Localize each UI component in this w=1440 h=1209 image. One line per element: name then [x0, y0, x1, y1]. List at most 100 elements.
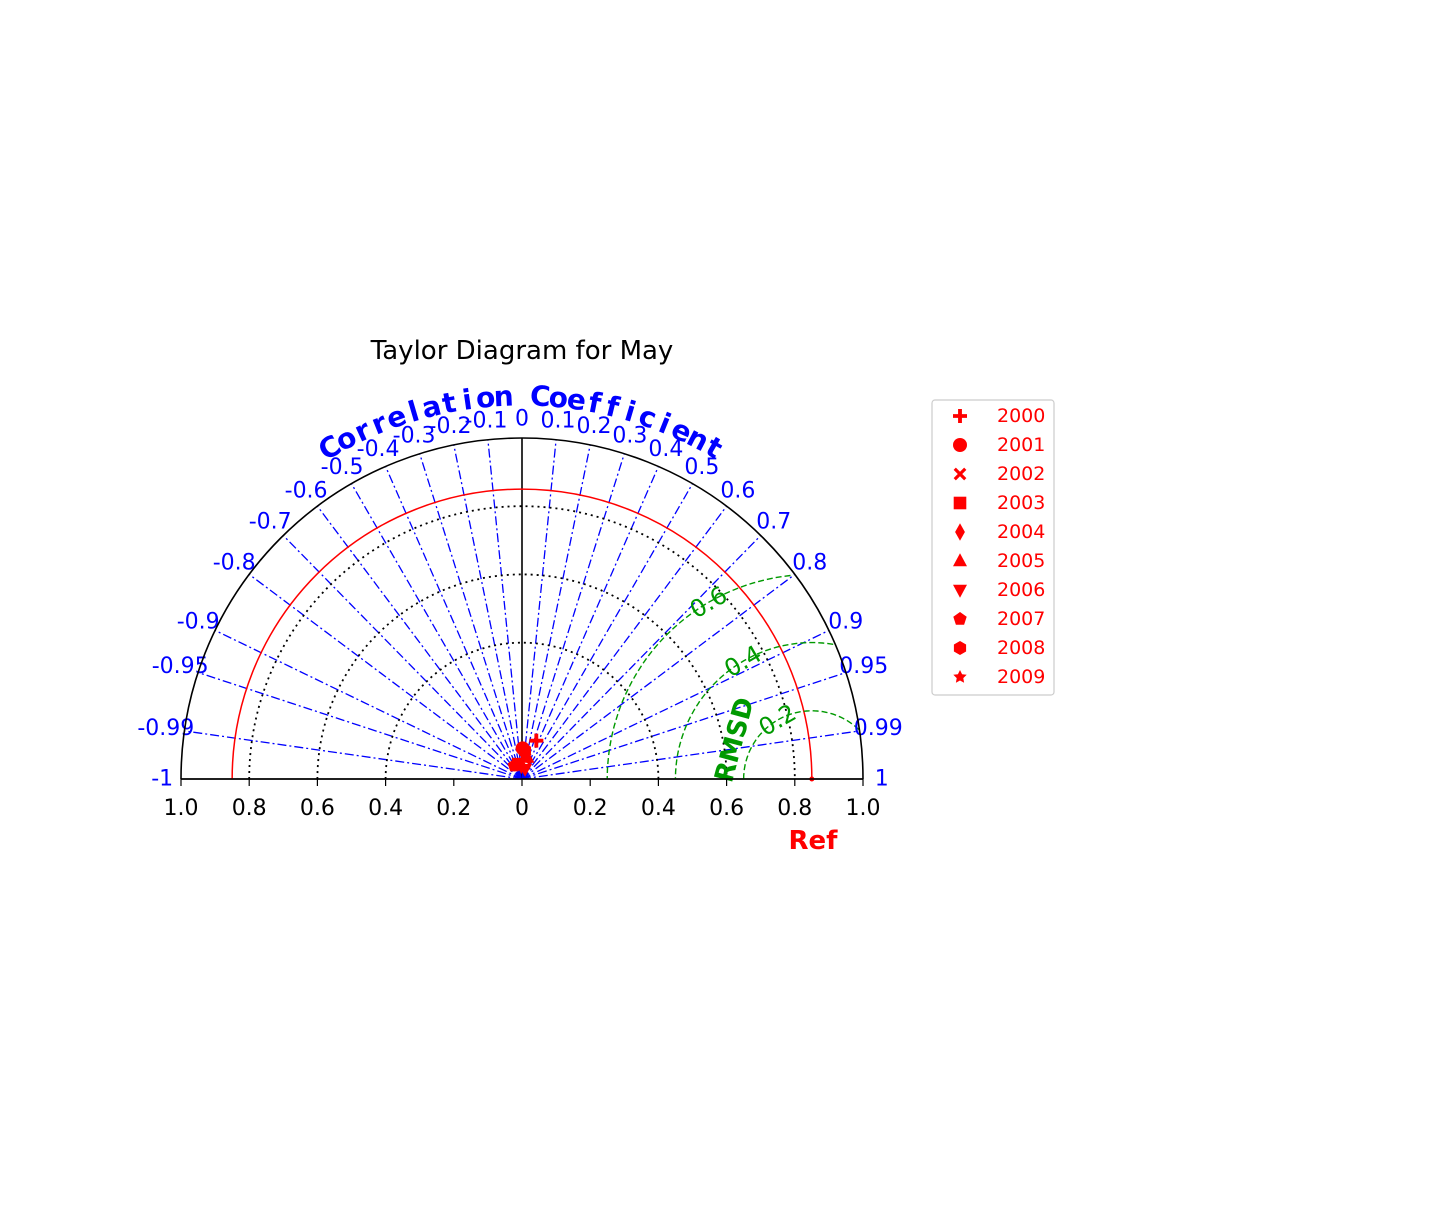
- correlation-spoke: [521, 730, 860, 780]
- rmsd-contour-label: 0.2: [754, 698, 801, 741]
- legend-label: 2005: [997, 550, 1045, 572]
- reference-arc: [231, 488, 813, 780]
- correlation-spoke: [521, 439, 557, 780]
- correlation-spoke: [521, 535, 762, 780]
- correlation-spoke: [521, 629, 830, 780]
- std-tick-label: 0.2: [436, 796, 471, 821]
- correlation-title-glyph: n: [493, 379, 514, 413]
- std-tick-label: 0.4: [368, 796, 403, 821]
- data-point-2008: [518, 743, 531, 758]
- correlation-spoke: [316, 505, 523, 780]
- correlation-tick-label: -0.1: [465, 409, 508, 434]
- legend-label: 2008: [997, 637, 1045, 659]
- correlation-spoke: [184, 730, 523, 780]
- correlation-title-glyph: f: [603, 389, 623, 424]
- correlation-title-glyph: t: [439, 386, 458, 421]
- correlation-spoke: [282, 535, 523, 780]
- legend-label: 2002: [997, 463, 1045, 485]
- correlation-tick-label: 0.7: [756, 510, 791, 535]
- outer-arc: [180, 437, 864, 780]
- marker-layer: [507, 733, 544, 777]
- correlation-spoke: [521, 671, 847, 780]
- correlation-spoke: [248, 573, 523, 780]
- legend: 2000 2001 2002 2003 2004 2005 2006 2007 2008 2009: [931, 399, 1055, 696]
- correlation-tick-label: 0.3: [612, 423, 647, 448]
- legend-label: 2003: [997, 492, 1045, 514]
- std-tick-label: 0: [515, 796, 529, 821]
- rmsd-contour: [674, 641, 834, 780]
- correlation-tick-label: 0.9: [828, 610, 863, 635]
- correlation-title-glyph: e: [565, 382, 589, 417]
- correlation-tick-label: -0.5: [321, 455, 364, 480]
- std-gridline: [248, 505, 796, 780]
- legend-marker-2007: [953, 612, 967, 625]
- rmsd-contour-label: 0.4: [719, 640, 766, 683]
- legend-marker-2005: [953, 553, 967, 567]
- std-tick-label: 1.0: [846, 796, 881, 821]
- correlation-tick-label: 0.99: [854, 716, 903, 741]
- correlation-tick-label: -0.4: [357, 437, 400, 462]
- correlation-spoke: [214, 629, 523, 780]
- legend-marker-2004: [955, 523, 965, 541]
- std-tick-label: 0.6: [300, 796, 335, 821]
- std-tick-label: 0.4: [641, 796, 676, 821]
- correlation-title-glyph: o: [474, 380, 496, 415]
- rmsd-contour: [606, 574, 791, 780]
- rmsd-contour-label: 0.6: [685, 581, 732, 624]
- correlation-title-glyph: i: [460, 383, 474, 417]
- correlation-title-glyph: o: [547, 380, 569, 415]
- std-tick-label: 0.6: [709, 796, 744, 821]
- legend-label: 2009: [997, 666, 1045, 688]
- correlation-tick-label: -0.2: [429, 414, 472, 439]
- std-tick-label: 0.8: [777, 796, 812, 821]
- correlation-tick-label: -0.9: [177, 610, 220, 635]
- legend-marker-2008: [953, 641, 967, 655]
- legend-marker-2009: [953, 670, 967, 683]
- legend-label: 2007: [997, 608, 1045, 630]
- legend-marker-2000: [953, 409, 967, 423]
- std-tick-label: 0.8: [232, 796, 267, 821]
- correlation-spoke: [521, 444, 591, 780]
- legend-label: 2000: [997, 405, 1045, 427]
- correlation-spoke: [521, 573, 796, 780]
- correlation-spoke: [521, 483, 694, 780]
- chart-title: Taylor Diagram for May: [370, 336, 674, 366]
- correlation-tick-label: 1: [875, 767, 889, 792]
- legend-marker-2003: [953, 496, 967, 510]
- correlation-spoke: [453, 444, 523, 780]
- correlation-tick-label: 0.4: [648, 437, 683, 462]
- correlation-tick-label: 0.6: [720, 479, 755, 504]
- legend-label: 2006: [997, 579, 1045, 601]
- correlation-spoke: [521, 505, 728, 780]
- correlation-tick-label: -0.3: [393, 423, 436, 448]
- correlation-tick-label: -0.7: [249, 510, 292, 535]
- correlation-spoke: [521, 466, 659, 780]
- correlation-tick-label: 0.8: [792, 551, 827, 576]
- ref-label: Ref: [789, 826, 839, 856]
- correlation-tick-label: -0.6: [285, 479, 328, 504]
- correlation-spoke: [521, 453, 625, 780]
- legend-marker-2006: [953, 584, 967, 598]
- correlation-spoke: [350, 483, 523, 780]
- correlation-tick-label: 0.1: [541, 409, 576, 434]
- correlation-title-glyph: C: [529, 379, 551, 413]
- correlation-spoke: [487, 439, 523, 780]
- correlation-tick-label: -0.8: [213, 551, 256, 576]
- correlation-spoke: [385, 466, 523, 780]
- correlation-tick-label: -1: [151, 767, 173, 792]
- correlation-tick-label: 0.2: [577, 414, 612, 439]
- correlation-tick-label: 0.5: [684, 455, 719, 480]
- legend-label: 2001: [997, 434, 1045, 456]
- data-point-2006: [518, 764, 533, 777]
- data-point-2009: [511, 759, 525, 772]
- std-tick-label: 1.0: [164, 796, 199, 821]
- std-tick-label: 0.2: [573, 796, 608, 821]
- legend-marker-2002: [953, 467, 967, 481]
- legend-label: 2004: [997, 521, 1045, 543]
- correlation-tick-label: 0: [515, 407, 529, 432]
- data-point-2000: [529, 733, 544, 748]
- rmsd-title: RMSD: [709, 694, 760, 785]
- data-point-2005: [520, 749, 535, 763]
- legend-entries: 2000 2001 2002 2003 2004 2005 2006 2007 2008 2009: [953, 405, 1045, 688]
